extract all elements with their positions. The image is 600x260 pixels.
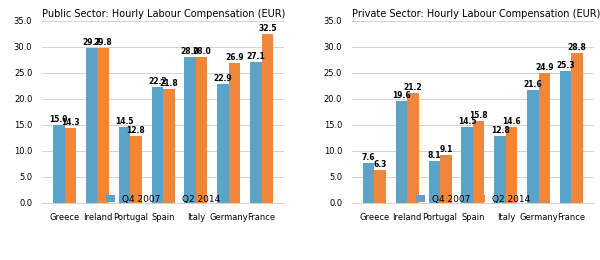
Text: Private Sector: Hourly Labour Compensation (EUR): Private Sector: Hourly Labour Compensati…: [352, 9, 600, 19]
Bar: [163, 89, 175, 203]
Text: 15.0: 15.0: [50, 115, 68, 124]
Text: 6.3: 6.3: [373, 160, 387, 169]
Bar: [407, 93, 419, 203]
Bar: [506, 127, 517, 203]
Bar: [374, 170, 386, 203]
Text: 24.9: 24.9: [535, 63, 554, 72]
Bar: [184, 57, 196, 203]
Text: 8.1: 8.1: [428, 151, 441, 160]
Bar: [250, 62, 262, 203]
Bar: [130, 136, 142, 203]
Bar: [473, 121, 484, 203]
Text: 21.6: 21.6: [524, 80, 542, 89]
Bar: [527, 90, 539, 203]
Bar: [152, 87, 163, 203]
Text: 26.9: 26.9: [225, 53, 244, 62]
Text: 14.3: 14.3: [61, 118, 80, 127]
Bar: [440, 155, 452, 203]
Text: 25.3: 25.3: [556, 61, 575, 70]
Legend: Q4 2007, Q2 2014: Q4 2007, Q2 2014: [102, 191, 224, 207]
Text: 19.6: 19.6: [392, 91, 411, 100]
Bar: [428, 161, 440, 203]
Text: 28.0: 28.0: [181, 47, 200, 56]
Text: 9.1: 9.1: [439, 145, 452, 154]
Bar: [571, 53, 583, 203]
Bar: [65, 128, 76, 203]
Text: 14.6: 14.6: [502, 117, 521, 126]
Bar: [461, 127, 473, 203]
Bar: [396, 101, 407, 203]
Text: 12.8: 12.8: [127, 126, 145, 135]
Text: 32.5: 32.5: [258, 24, 277, 33]
Text: Public Sector: Hourly Labour Compensation (EUR): Public Sector: Hourly Labour Compensatio…: [42, 9, 286, 19]
Bar: [97, 48, 109, 203]
Text: 12.8: 12.8: [491, 126, 509, 135]
Bar: [363, 163, 374, 203]
Bar: [229, 63, 240, 203]
Text: 29.7: 29.7: [82, 38, 101, 47]
Bar: [539, 73, 550, 203]
Bar: [119, 127, 130, 203]
Text: 21.2: 21.2: [404, 82, 422, 92]
Bar: [196, 57, 208, 203]
Text: 14.5: 14.5: [458, 117, 476, 126]
Text: 28.0: 28.0: [192, 47, 211, 56]
Text: 15.8: 15.8: [469, 110, 488, 120]
Text: 22.9: 22.9: [214, 74, 232, 83]
Text: 14.5: 14.5: [115, 117, 134, 126]
Bar: [262, 34, 273, 203]
Text: 28.8: 28.8: [568, 43, 587, 52]
Bar: [53, 125, 65, 203]
Bar: [560, 71, 571, 203]
Text: 29.8: 29.8: [94, 38, 112, 47]
Text: 22.2: 22.2: [148, 77, 167, 86]
Text: 27.1: 27.1: [247, 52, 265, 61]
Legend: Q4 2007, Q2 2014: Q4 2007, Q2 2014: [412, 191, 534, 207]
Bar: [86, 48, 97, 203]
Text: 7.6: 7.6: [362, 153, 376, 162]
Bar: [494, 136, 506, 203]
Text: 21.8: 21.8: [160, 79, 178, 88]
Bar: [217, 84, 229, 203]
